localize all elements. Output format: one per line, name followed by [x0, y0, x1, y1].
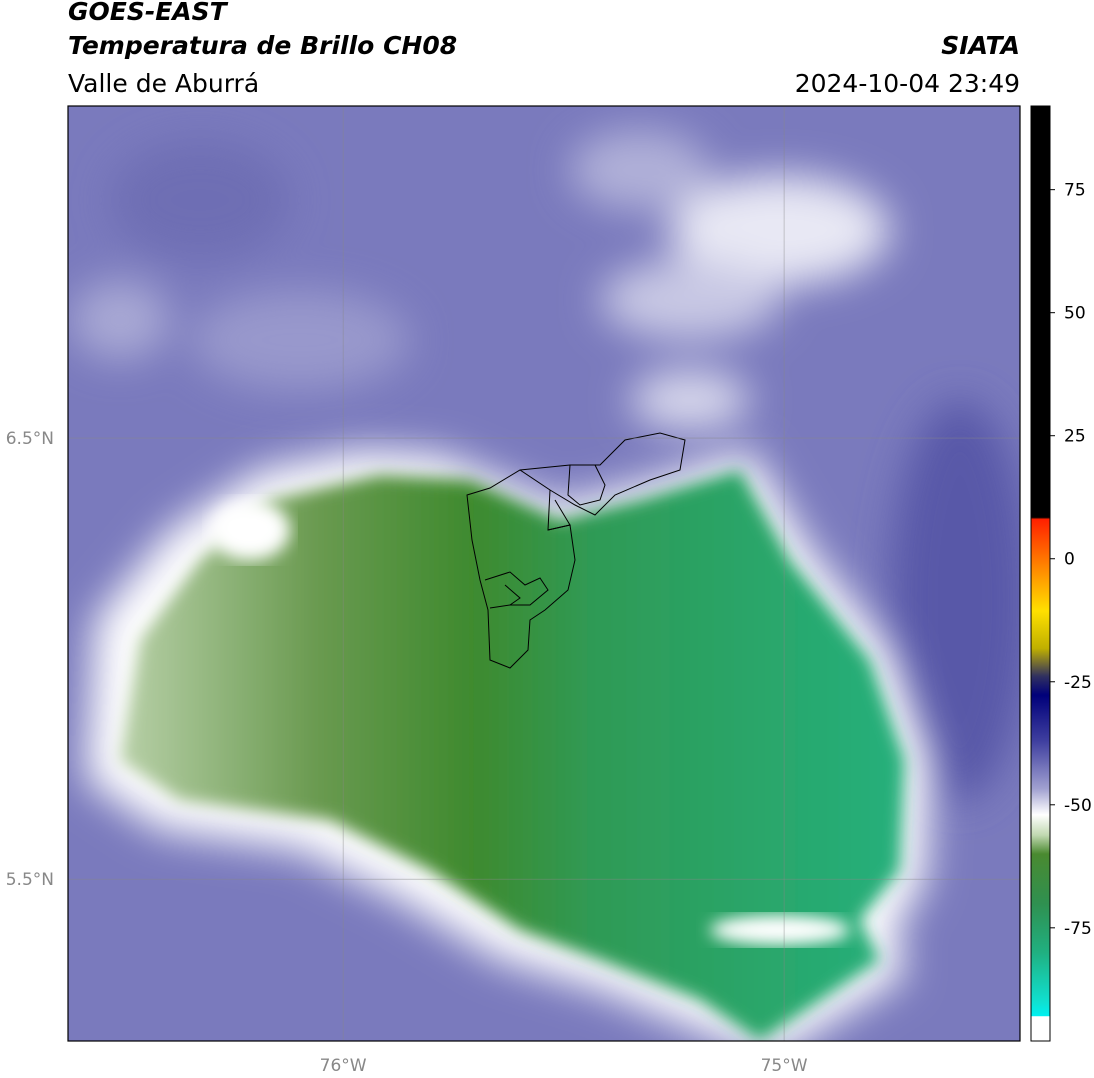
region: Valle de Aburrá: [68, 69, 259, 98]
graticule: [68, 106, 1020, 1041]
datetime: 2024-10-04 23:49: [795, 69, 1020, 98]
colorbar-tick-label: -75: [1064, 919, 1092, 939]
colorbar-tick-label: 75: [1064, 181, 1086, 201]
subtitle: Temperatura de Brillo CH08: [68, 31, 457, 60]
colorbar-tick-label: 25: [1064, 427, 1086, 447]
colorbar-tick-label: -50: [1064, 796, 1092, 816]
colorbar: [1030, 105, 1051, 1042]
y-tick-label: 5.5°N: [6, 870, 54, 890]
municipal-boundaries: [466, 432, 686, 669]
colorbar-tick-label: 0: [1064, 550, 1075, 570]
y-tick-label: 6.5°N: [6, 429, 54, 449]
satellite-image: [68, 106, 1020, 1041]
x-tick-label: 76°W: [320, 1056, 367, 1076]
x-tick-label: 75°W: [761, 1056, 808, 1076]
source: SIATA: [941, 31, 1020, 60]
colorbar-tick-label: 50: [1064, 304, 1086, 324]
title: GOES-EAST: [68, 0, 229, 26]
map-frame: [67, 105, 1021, 1042]
colorbar-tick-label: -25: [1064, 673, 1092, 693]
